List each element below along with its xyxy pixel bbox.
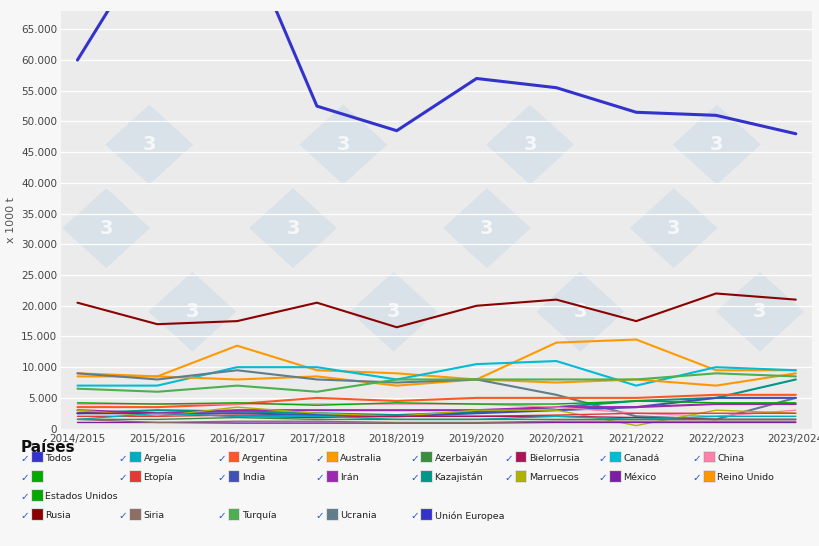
Text: India: India [242, 473, 265, 482]
Text: 3: 3 [286, 218, 300, 238]
Text: Turquía: Turquía [242, 512, 276, 520]
Polygon shape [62, 188, 150, 268]
Polygon shape [442, 188, 530, 268]
Text: Países: Países [20, 440, 75, 454]
Text: 3: 3 [336, 135, 350, 154]
Text: Australia: Australia [340, 454, 382, 463]
Text: ✓: ✓ [20, 454, 29, 464]
Text: ✓: ✓ [217, 454, 226, 464]
Text: Siria: Siria [143, 512, 165, 520]
Polygon shape [148, 272, 236, 352]
Polygon shape [715, 272, 803, 352]
Text: Bielorrusia: Bielorrusia [528, 454, 579, 463]
Polygon shape [486, 105, 573, 185]
Text: 3: 3 [387, 302, 400, 321]
Text: ✓: ✓ [315, 511, 324, 521]
Text: ✓: ✓ [217, 511, 226, 521]
Text: México: México [622, 473, 655, 482]
Text: Reino Unido: Reino Unido [717, 473, 773, 482]
Text: 3: 3 [752, 302, 766, 321]
Text: Argentina: Argentina [242, 454, 288, 463]
Text: Canadá: Canadá [622, 454, 658, 463]
Text: 3: 3 [99, 218, 113, 238]
Text: ✓: ✓ [315, 473, 324, 483]
Polygon shape [629, 188, 717, 268]
Text: ✓: ✓ [20, 511, 29, 521]
Text: ✓: ✓ [598, 454, 607, 464]
Text: Estados Unidos: Estados Unidos [45, 492, 118, 501]
Text: ✓: ✓ [410, 454, 419, 464]
Text: 3: 3 [572, 302, 586, 321]
Y-axis label: x 1000 t: x 1000 t [6, 197, 16, 243]
Text: 3: 3 [709, 135, 722, 154]
Text: Etopía: Etopía [143, 473, 173, 482]
Text: ✓: ✓ [217, 473, 226, 483]
Text: ✓: ✓ [410, 511, 419, 521]
Text: Irán: Irán [340, 473, 359, 482]
Text: ✓: ✓ [504, 454, 513, 464]
Text: ✓: ✓ [20, 492, 29, 502]
Text: Unión Europea: Unión Europea [434, 511, 504, 521]
Polygon shape [249, 188, 337, 268]
Polygon shape [349, 272, 437, 352]
Text: ✓: ✓ [119, 473, 128, 483]
Text: Argelia: Argelia [143, 454, 177, 463]
Text: China: China [717, 454, 744, 463]
Text: Ucrania: Ucrania [340, 512, 377, 520]
Text: 3: 3 [185, 302, 199, 321]
Polygon shape [299, 105, 387, 185]
Text: 3: 3 [666, 218, 680, 238]
Text: Marruecos: Marruecos [528, 473, 578, 482]
Text: ✓: ✓ [20, 473, 29, 483]
Text: ✓: ✓ [692, 473, 701, 483]
Text: ✓: ✓ [598, 473, 607, 483]
Text: Rusia: Rusia [45, 512, 70, 520]
Text: ✓: ✓ [410, 473, 419, 483]
Text: 3: 3 [523, 135, 536, 154]
Text: ✓: ✓ [119, 511, 128, 521]
Polygon shape [536, 272, 623, 352]
Polygon shape [672, 105, 760, 185]
Text: 3: 3 [143, 135, 156, 154]
Polygon shape [106, 105, 193, 185]
Text: Todos: Todos [45, 454, 71, 463]
Text: ✓: ✓ [315, 454, 324, 464]
Text: 3: 3 [480, 218, 493, 238]
Text: ✓: ✓ [119, 454, 128, 464]
Text: ✓: ✓ [692, 454, 701, 464]
Text: Azerbaiyán: Azerbaiyán [434, 454, 487, 463]
Text: Kazajistán: Kazajistán [434, 473, 482, 482]
Text: ✓: ✓ [504, 473, 513, 483]
